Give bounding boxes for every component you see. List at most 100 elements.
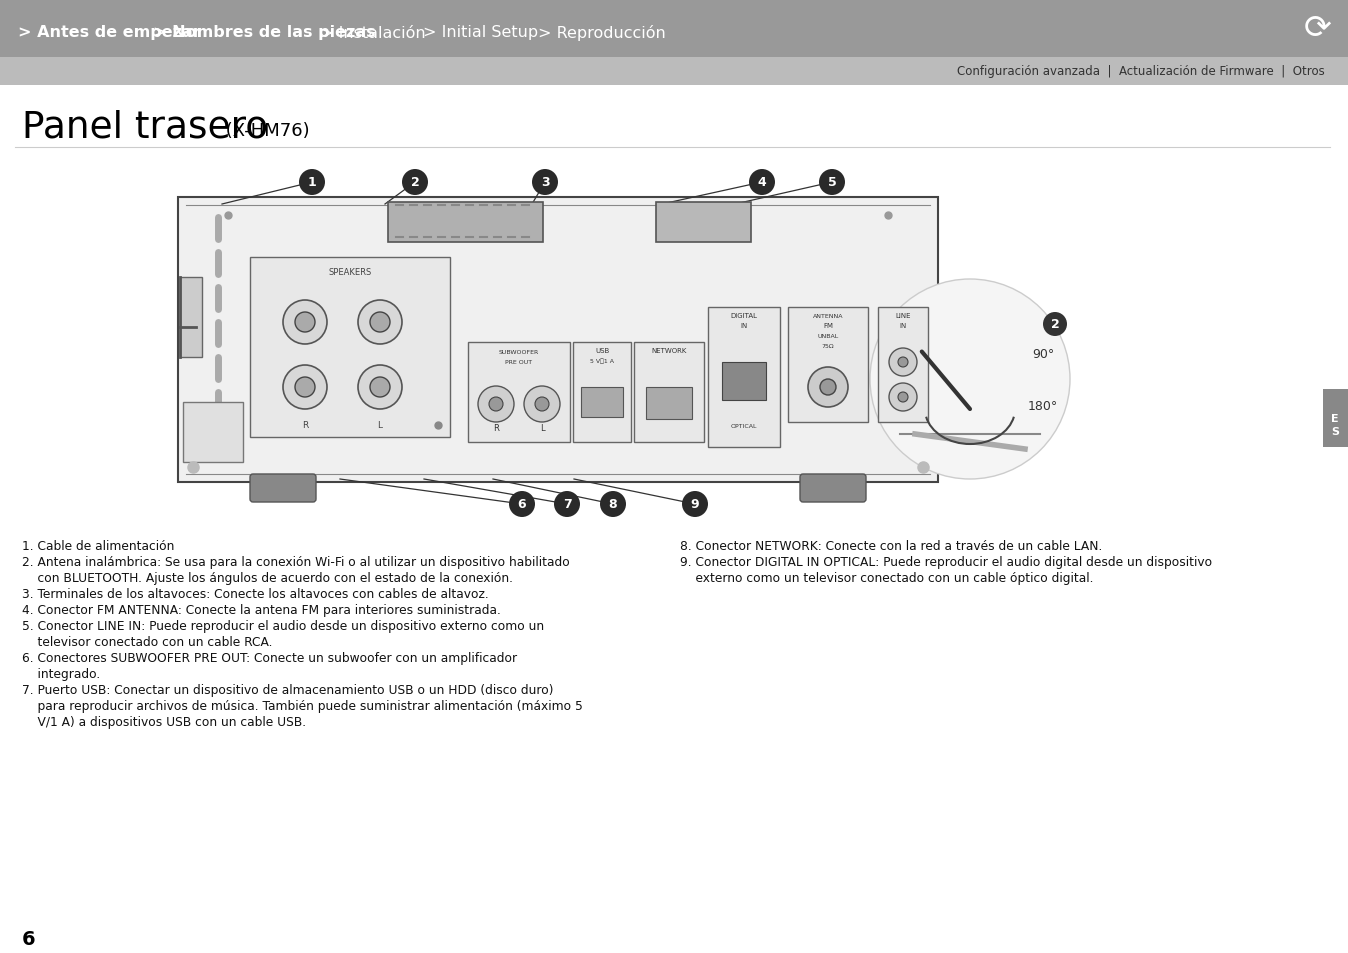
Text: > Instalación: > Instalación xyxy=(321,26,426,40)
Text: 6. Conectores SUBWOOFER PRE OUT: Conecte un subwoofer con un amplificador: 6. Conectores SUBWOOFER PRE OUT: Conecte… xyxy=(22,651,518,664)
Text: para reproducir archivos de música. También puede suministrar alimentación (máxi: para reproducir archivos de música. Tamb… xyxy=(22,700,582,712)
Circle shape xyxy=(369,377,390,397)
Text: 7: 7 xyxy=(562,498,572,511)
Text: L: L xyxy=(377,421,383,430)
Circle shape xyxy=(600,492,625,517)
Circle shape xyxy=(820,170,845,195)
Text: E: E xyxy=(1332,414,1339,423)
Text: 3: 3 xyxy=(541,176,550,190)
Circle shape xyxy=(820,379,836,395)
Text: DIGITAL: DIGITAL xyxy=(731,313,758,318)
Bar xyxy=(634,343,704,442)
Text: > Antes de empezar: > Antes de empezar xyxy=(18,26,201,40)
Circle shape xyxy=(489,397,503,412)
Circle shape xyxy=(682,492,708,517)
Circle shape xyxy=(295,377,315,397)
Text: UNBAL: UNBAL xyxy=(817,334,838,338)
Text: 75Ω: 75Ω xyxy=(822,344,834,349)
Text: 2: 2 xyxy=(411,176,419,190)
Text: (X-HM76): (X-HM76) xyxy=(220,122,310,140)
Text: 6: 6 xyxy=(22,929,35,948)
Text: SUBWOOFER: SUBWOOFER xyxy=(499,350,539,355)
Text: 5: 5 xyxy=(828,176,836,190)
Bar xyxy=(1322,390,1348,448)
Text: USB: USB xyxy=(594,348,609,354)
Text: 8: 8 xyxy=(609,498,617,511)
Text: IN: IN xyxy=(899,323,907,329)
Text: integrado.: integrado. xyxy=(22,667,100,680)
Text: 1. Cable de alimentación: 1. Cable de alimentación xyxy=(22,539,174,553)
Text: 2. Antena inalámbrica: Se usa para la conexión Wi-Fi o al utilizar un dispositiv: 2. Antena inalámbrica: Se usa para la co… xyxy=(22,556,570,568)
Bar xyxy=(178,198,938,482)
Text: televisor conectado con un cable RCA.: televisor conectado con un cable RCA. xyxy=(22,636,272,648)
Text: ANTENNA: ANTENNA xyxy=(813,314,844,318)
Bar xyxy=(183,402,243,462)
FancyBboxPatch shape xyxy=(249,475,315,502)
Circle shape xyxy=(283,301,328,345)
Text: 7. Puerto USB: Conectar un dispositivo de almacenamiento USB o un HDD (disco dur: 7. Puerto USB: Conectar un dispositivo d… xyxy=(22,683,554,697)
Circle shape xyxy=(510,492,535,517)
Text: SPEAKERS: SPEAKERS xyxy=(329,268,372,277)
Text: 1: 1 xyxy=(307,176,317,190)
Text: 8. Conector NETWORK: Conecte con la red a través de un cable LAN.: 8. Conector NETWORK: Conecte con la red … xyxy=(679,539,1103,553)
Circle shape xyxy=(532,170,558,195)
Text: PRE OUT: PRE OUT xyxy=(506,360,532,365)
Circle shape xyxy=(807,368,848,408)
Circle shape xyxy=(898,357,909,368)
Text: 6: 6 xyxy=(518,498,526,511)
Circle shape xyxy=(869,280,1070,479)
Bar xyxy=(181,277,202,357)
Text: Panel trasero: Panel trasero xyxy=(22,110,268,146)
Bar xyxy=(0,58,1348,86)
Text: R: R xyxy=(493,423,499,433)
Circle shape xyxy=(888,384,917,412)
Circle shape xyxy=(359,366,402,410)
Circle shape xyxy=(749,170,775,195)
Bar xyxy=(789,308,868,422)
Text: Configuración avanzada  |  Actualización de Firmware  |  Otros: Configuración avanzada | Actualización d… xyxy=(957,66,1325,78)
Text: 5. Conector LINE IN: Puede reproducir el audio desde un dispositivo externo como: 5. Conector LINE IN: Puede reproducir el… xyxy=(22,619,545,633)
Bar xyxy=(573,343,631,442)
Circle shape xyxy=(898,393,909,402)
Text: 5 V⎓1 A: 5 V⎓1 A xyxy=(590,358,613,364)
Text: 2: 2 xyxy=(1050,318,1060,331)
Text: 4. Conector FM ANTENNA: Conecte la antena FM para interiores suministrada.: 4. Conector FM ANTENNA: Conecte la anten… xyxy=(22,603,501,617)
Text: S: S xyxy=(1330,427,1339,436)
Circle shape xyxy=(359,301,402,345)
Text: 180°: 180° xyxy=(1029,399,1058,413)
Text: > Reproducción: > Reproducción xyxy=(538,25,666,41)
Circle shape xyxy=(535,397,549,412)
Bar xyxy=(878,308,927,422)
Text: FM: FM xyxy=(824,323,833,329)
Text: ⟳: ⟳ xyxy=(1304,11,1332,45)
Bar xyxy=(468,343,570,442)
Bar xyxy=(656,203,751,243)
Text: V/1 A) a dispositivos USB con un cable USB.: V/1 A) a dispositivos USB con un cable U… xyxy=(22,716,306,728)
Text: con BLUETOOTH. Ajuste los ángulos de acuerdo con el estado de la conexión.: con BLUETOOTH. Ajuste los ángulos de acu… xyxy=(22,572,514,584)
FancyBboxPatch shape xyxy=(799,475,865,502)
Circle shape xyxy=(1043,313,1068,336)
Text: > Initial Setup: > Initial Setup xyxy=(423,26,538,40)
Text: 90°: 90° xyxy=(1033,348,1054,360)
Bar xyxy=(646,388,692,419)
Text: IN: IN xyxy=(740,323,748,329)
Text: L: L xyxy=(539,423,545,433)
Text: NETWORK: NETWORK xyxy=(651,348,686,354)
Circle shape xyxy=(299,170,325,195)
Text: externo como un televisor conectado con un cable óptico digital.: externo como un televisor conectado con … xyxy=(679,572,1093,584)
Text: 4: 4 xyxy=(758,176,767,190)
Text: OPTICAL: OPTICAL xyxy=(731,423,758,429)
Circle shape xyxy=(479,387,514,422)
Text: > Nombres de las piezas: > Nombres de las piezas xyxy=(154,26,376,40)
Bar xyxy=(388,203,543,243)
Circle shape xyxy=(524,387,559,422)
Bar xyxy=(0,0,1348,58)
Bar xyxy=(708,308,780,448)
Text: 3. Terminales de los altavoces: Conecte los altavoces con cables de altavoz.: 3. Terminales de los altavoces: Conecte … xyxy=(22,587,489,600)
Circle shape xyxy=(295,313,315,333)
Text: R: R xyxy=(302,421,309,430)
Circle shape xyxy=(369,313,390,333)
Text: LINE: LINE xyxy=(895,313,911,318)
Bar xyxy=(723,363,766,400)
Bar xyxy=(581,388,623,417)
